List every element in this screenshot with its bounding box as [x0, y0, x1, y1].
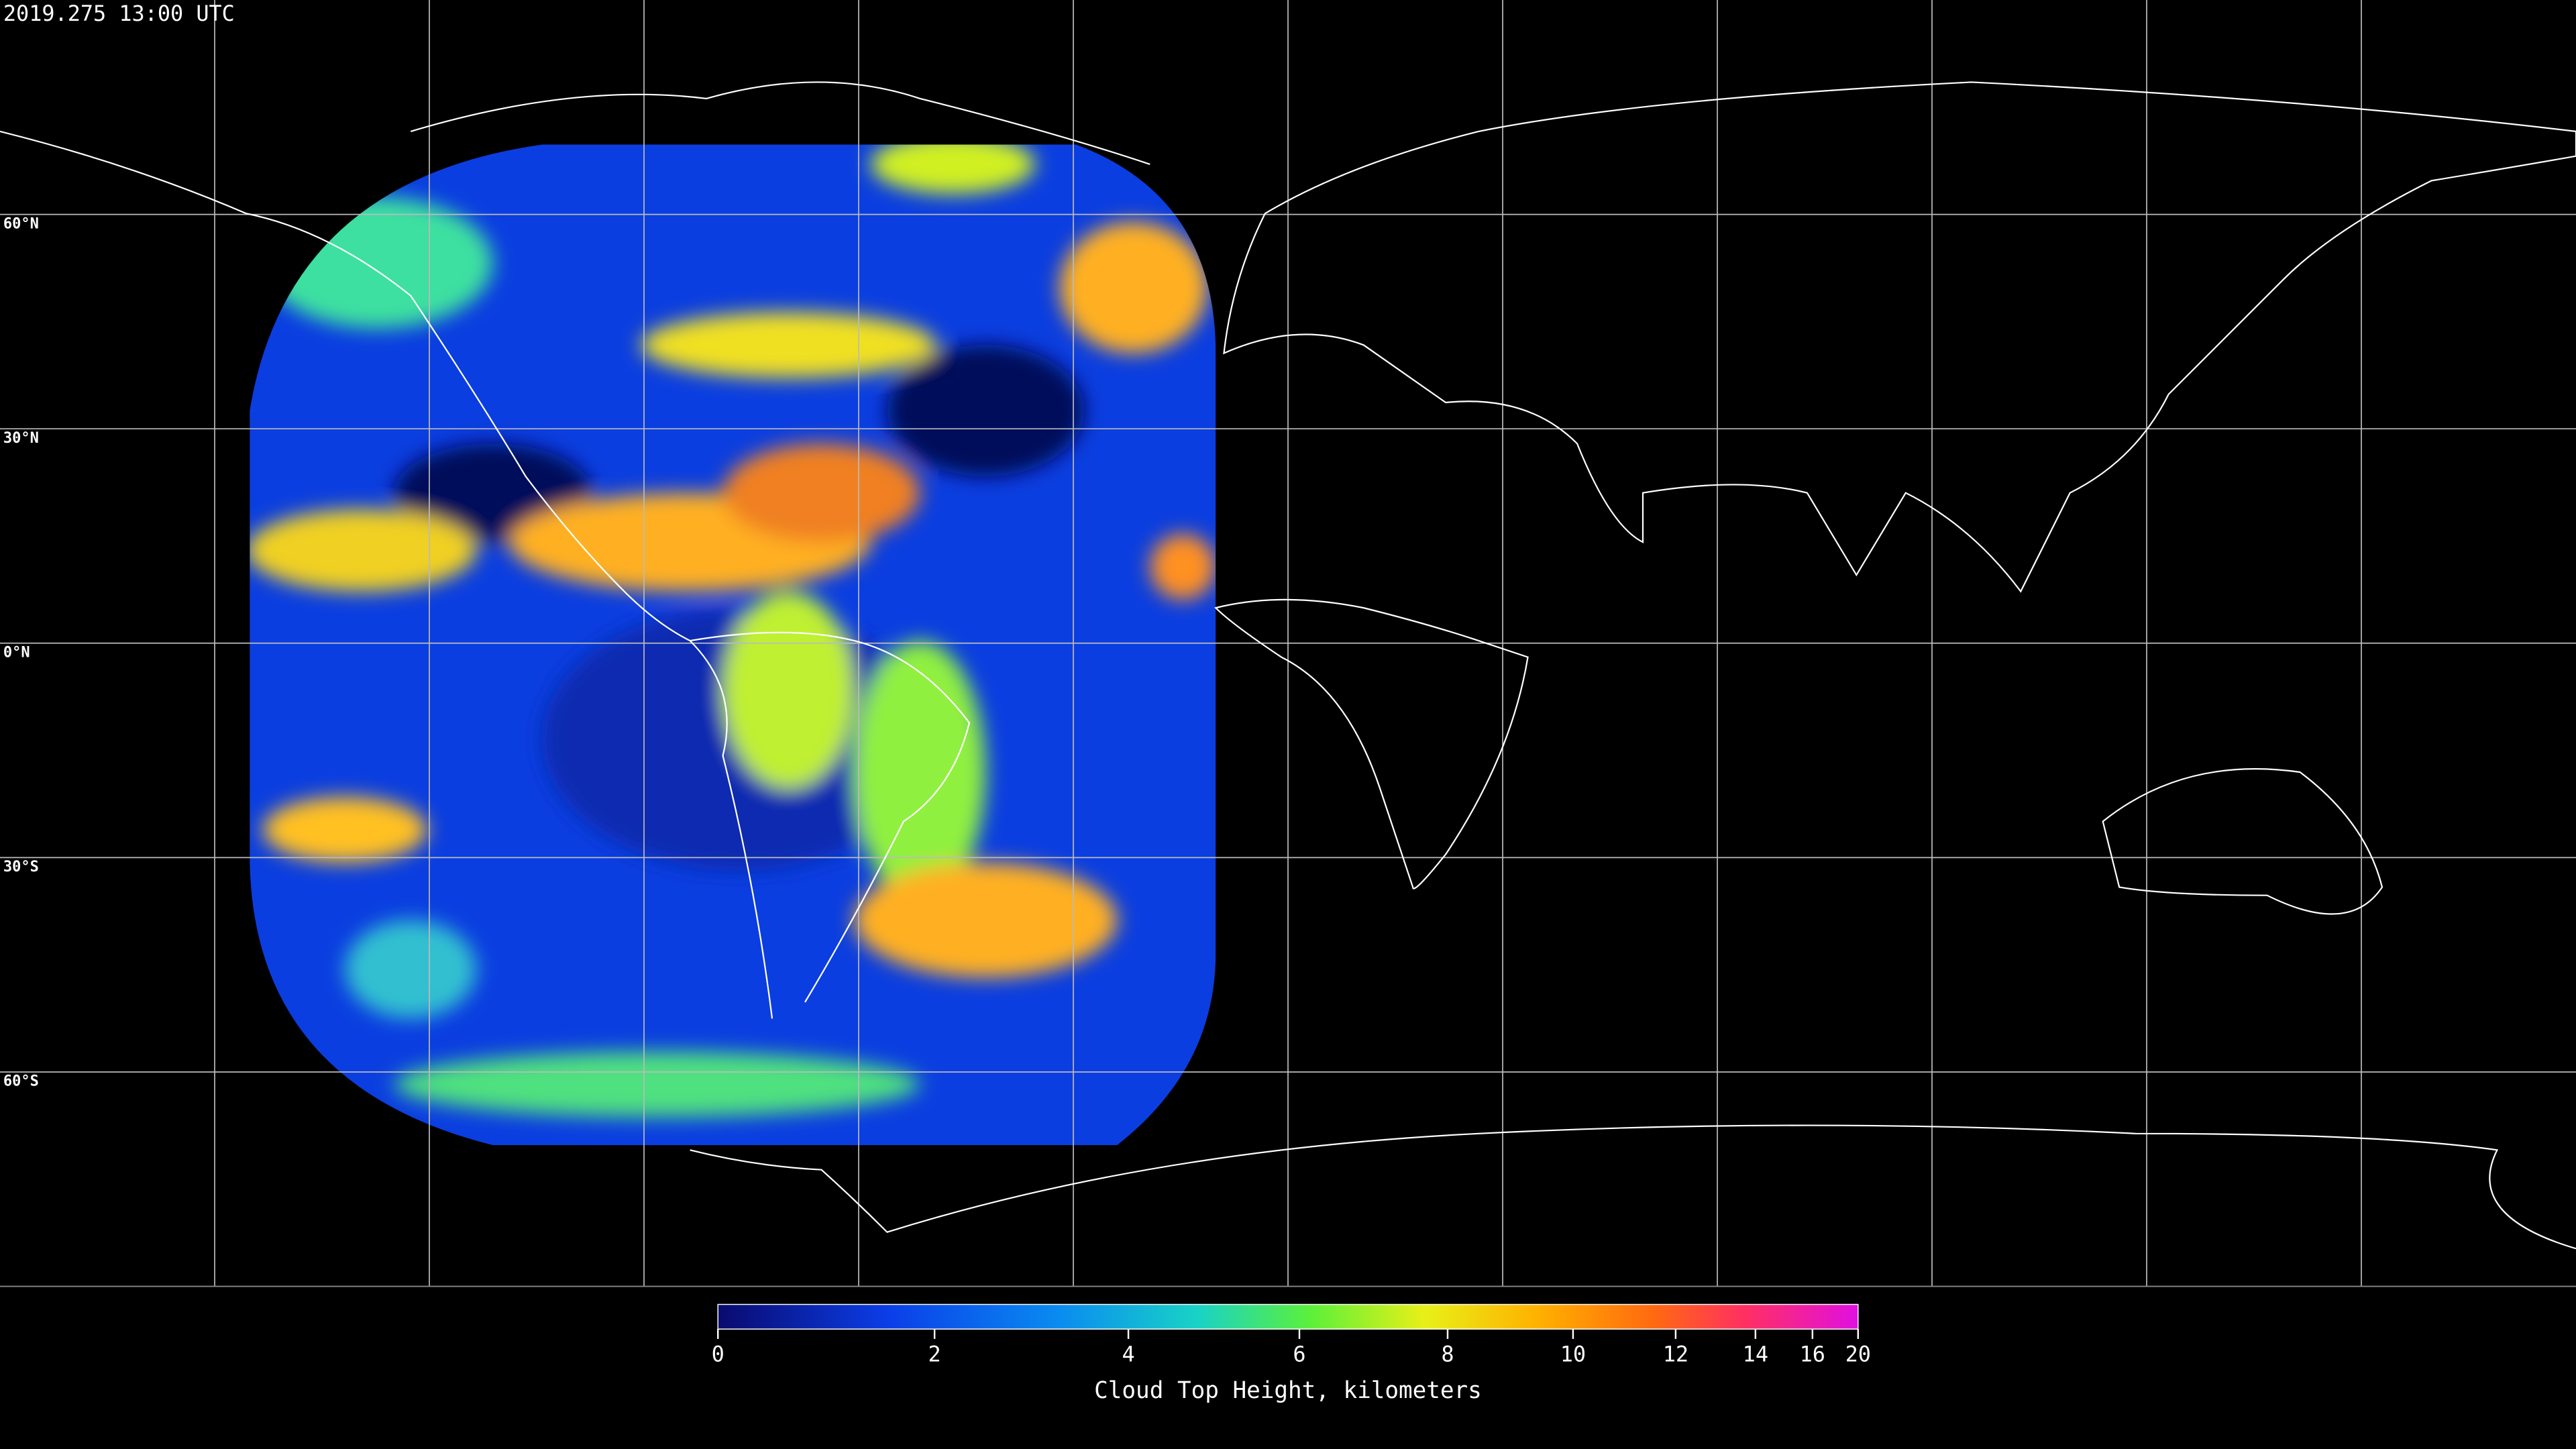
lat-label: 30°S [3, 859, 39, 875]
colorbar-tick-label: 0 [712, 1341, 724, 1366]
colorbar-ramp [717, 1303, 1859, 1330]
graticule: 60°N 30°N 0°N 30°S 60°S [0, 0, 2576, 1287]
colorbar-tick-label: 20 [1845, 1341, 1871, 1366]
colorbar-tick-label: 10 [1560, 1341, 1586, 1366]
colorbar-tick-label: 16 [1800, 1341, 1825, 1366]
colorbar-tick-label: 4 [1122, 1341, 1134, 1366]
lat-label: 60°N [3, 215, 39, 232]
colorbar-tick-label: 14 [1743, 1341, 1768, 1366]
timestamp: 2019.275 13:00 UTC [3, 1, 235, 26]
colorbar-label: Cloud Top Height, kilometers [1094, 1377, 1482, 1404]
colorbar-tick-label: 6 [1293, 1341, 1305, 1366]
lat-label: 0°N [3, 644, 30, 661]
colorbar: Cloud Top Height, kilometers 0 2 4 6 8 10 12 14… [712, 1303, 1871, 1404]
cloud-image [250, 144, 1216, 1145]
colorbar-tick-label: 12 [1663, 1341, 1688, 1366]
colorbar-tick-label: 2 [928, 1341, 941, 1366]
colorbar-tick-label: 8 [1441, 1341, 1454, 1366]
coastlines [0, 81, 2576, 1250]
lat-label: 30°N [3, 430, 39, 447]
lat-label: 60°S [3, 1073, 39, 1090]
